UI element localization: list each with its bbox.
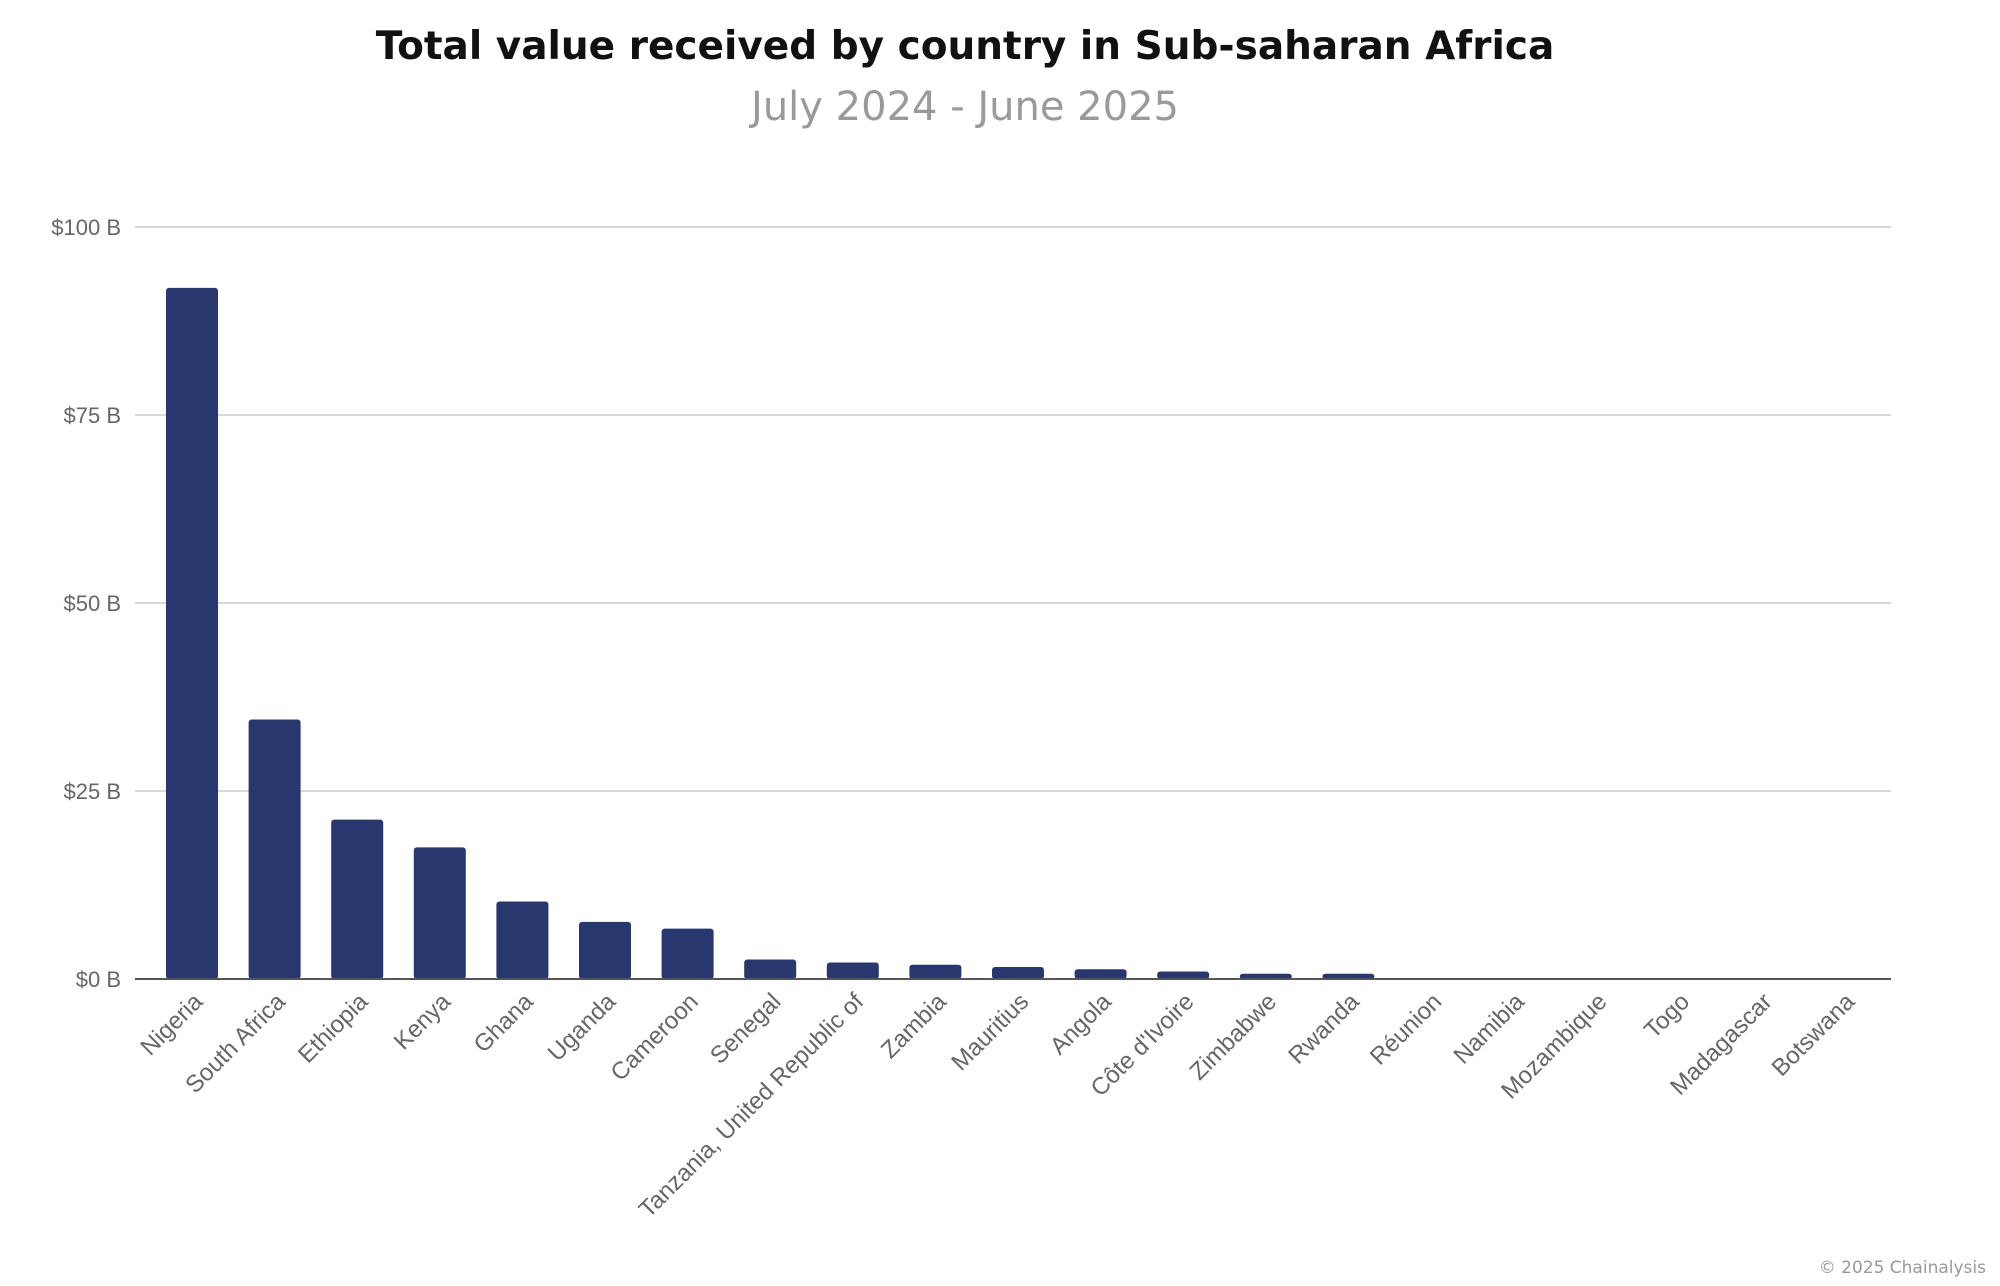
bar [661, 928, 714, 979]
x-tick-label: Rwanda [1283, 988, 1365, 1070]
x-tick-label: Cameroon [606, 988, 704, 1086]
y-tick-label: $50 B [64, 591, 122, 616]
y-tick-label: $100 B [51, 215, 121, 240]
x-tick-label: Senegal [705, 988, 786, 1069]
bar [413, 847, 466, 979]
x-tick-label: Angola [1045, 988, 1117, 1060]
x-tick-label: Kenya [389, 988, 457, 1056]
bar [826, 962, 879, 979]
bar [744, 959, 797, 979]
x-tick-label: Nigeria [135, 988, 208, 1061]
chart-title: Total value received by country in Sub-s… [375, 24, 1555, 69]
y-tick-label: $0 B [76, 967, 121, 992]
x-tick-label: Zambia [876, 988, 952, 1064]
copyright-credit: © 2025 Chainalysis [1818, 1258, 1986, 1278]
bar [496, 901, 549, 979]
bar [1322, 973, 1375, 979]
x-tick-label: Ethiopia [293, 988, 374, 1069]
x-tick-label: Botswana [1767, 988, 1861, 1082]
bar [1239, 973, 1292, 979]
x-tick-label: Mauritius [946, 988, 1034, 1076]
x-tick-label: Uganda [543, 988, 622, 1067]
bar [248, 719, 301, 979]
x-tick-label: Ghana [469, 988, 540, 1059]
chart-subtitle: July 2024 - June 2025 [751, 84, 1179, 130]
bar [1074, 969, 1127, 979]
x-tick-label: Zimbabwe [1185, 988, 1282, 1085]
bar [992, 966, 1044, 979]
bar [579, 921, 631, 979]
y-tick-label: $75 B [64, 403, 122, 428]
x-tick-label: Togo [1639, 988, 1695, 1044]
bar [909, 964, 962, 979]
y-tick-label: $25 B [64, 779, 122, 804]
x-tick-label: Réunion [1365, 988, 1447, 1070]
bar [331, 819, 384, 979]
bar [1157, 971, 1210, 979]
x-tick-label: Namibia [1449, 988, 1531, 1070]
bar [166, 287, 218, 979]
